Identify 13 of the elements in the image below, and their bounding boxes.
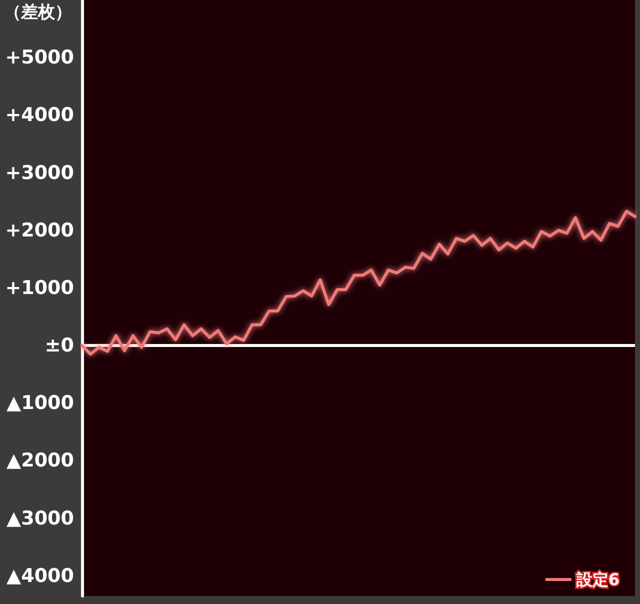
legend-label: 設定6 (575, 570, 620, 589)
y-tick-label: +4000 (5, 104, 74, 126)
y-axis-title: （差枚） (4, 2, 72, 22)
y-tick-label: ▲3000 (6, 507, 74, 530)
y-tick-label: ▲2000 (6, 450, 74, 472)
y-tick-label: ±0 (44, 334, 74, 357)
y-tick-label: +3000 (5, 162, 74, 184)
y-tick-label: +2000 (5, 219, 74, 242)
y-tick-label: ▲1000 (6, 392, 74, 414)
y-tick-label: +5000 (5, 46, 74, 69)
y-tick-label: +1000 (5, 276, 74, 299)
line-series (80, 210, 636, 356)
y-tick-label: ▲4000 (6, 564, 74, 587)
